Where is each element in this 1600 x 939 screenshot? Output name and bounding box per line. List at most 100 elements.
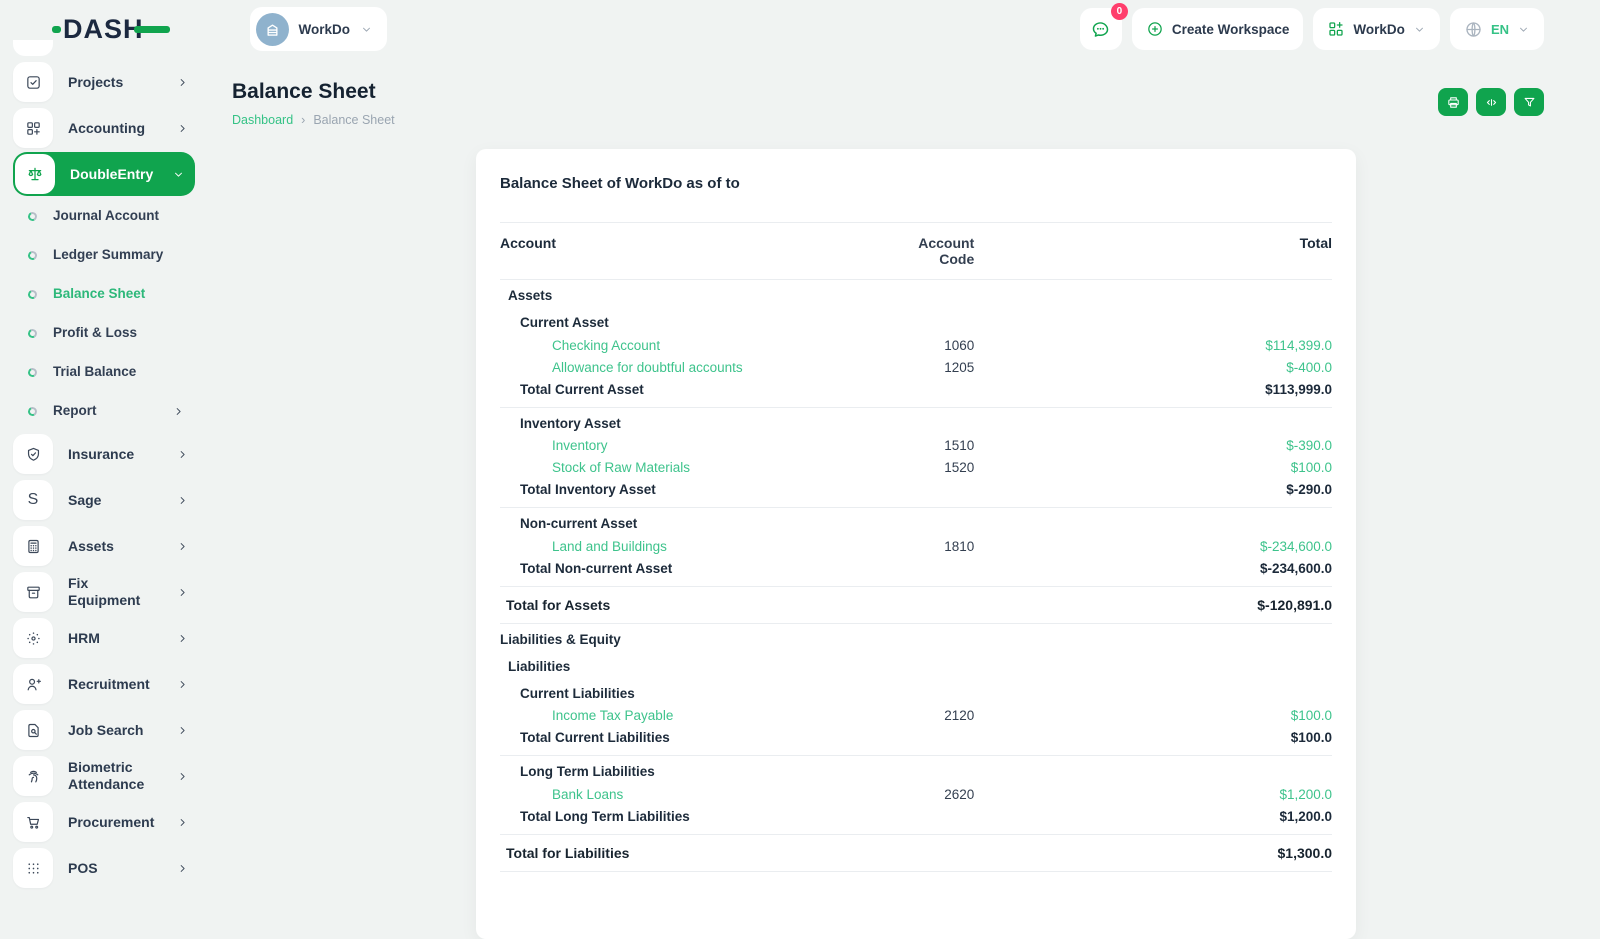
table-row: Inventory Asset	[500, 408, 1332, 435]
row-label: Liabilities	[508, 658, 571, 674]
table-row: Long Term Liabilities	[500, 756, 1332, 783]
table-row: Stock of Raw Materials 1520 $100.0	[500, 457, 1332, 479]
messages-button[interactable]: 0	[1079, 3, 1128, 50]
table-row: Total Current Liabilities $100.0	[500, 727, 1332, 756]
language-selector[interactable]: EN	[1449, 8, 1544, 50]
table-row: Total Long Term Liabilities $1,200.0	[500, 805, 1332, 835]
sidebar-item-label: DoubleEntry	[70, 165, 154, 182]
sidebar-item-fix-equipment[interactable]: Fix Equipment	[13, 572, 195, 612]
sidebar-item-ledger-summary[interactable]: Ledger Summary	[13, 239, 195, 272]
chevron-right-icon	[176, 816, 189, 829]
row-label: Total for Liabilities	[506, 844, 630, 861]
account-link[interactable]: Stock of Raw Materials	[552, 460, 691, 475]
sidebar-item-label: Accounting	[68, 119, 145, 136]
row-total: $1,300.0	[1277, 844, 1333, 861]
sidebar-item-biometric-attendance[interactable]: Biometric Attendance	[13, 756, 195, 796]
sidebar-item-procurement[interactable]: Procurement	[13, 802, 195, 842]
top-bar: DASH WorkDo 0 Create Workspace WorkDo EN	[0, 0, 1600, 58]
sidebar-item-label: Balance Sheet	[53, 286, 146, 302]
shield-check-icon	[13, 434, 53, 474]
row-label: Assets	[508, 288, 553, 303]
chevron-right-icon	[176, 770, 189, 783]
sidebar-item-accounting[interactable]: Accounting	[13, 108, 195, 148]
breadcrumb-separator: ›	[301, 113, 306, 127]
table-row: Land and Buildings 1810 $-234,600.0	[500, 535, 1332, 557]
sidebar-item-hrm[interactable]: HRM	[13, 618, 195, 658]
sidebar-item-label: Biometric Attendance	[68, 759, 145, 792]
cart-icon	[13, 802, 53, 842]
sidebar-item-label: Job Search	[68, 721, 144, 738]
sidebar-item-journal-account[interactable]: Journal Account	[13, 200, 195, 233]
doc-search-icon	[13, 710, 53, 750]
hrm-dots-icon	[13, 618, 53, 658]
sidebar-item-report[interactable]: Report	[13, 395, 195, 428]
account-link[interactable]: Income Tax Payable	[552, 708, 674, 723]
topbar-actions: 0 Create Workspace WorkDo EN	[1079, 3, 1544, 50]
account-link[interactable]: Checking Account	[552, 337, 661, 353]
sidebar-item-trial-balance[interactable]: Trial Balance	[13, 356, 195, 389]
chevron-right-icon	[172, 405, 185, 418]
account-link[interactable]: Inventory	[552, 438, 608, 453]
sidebar-item-sage[interactable]: S Sage	[13, 480, 195, 520]
fingerprint-icon	[13, 756, 53, 796]
filter-button[interactable]	[1514, 88, 1544, 116]
sidebar-item-insurance[interactable]: Insurance	[13, 434, 195, 474]
chevron-right-icon	[176, 540, 189, 553]
sidebar-item-label: Ledger Summary	[53, 247, 164, 263]
workspace-menu-button[interactable]: WorkDo	[1313, 8, 1440, 50]
account-link[interactable]: Bank Loans	[552, 786, 624, 802]
sidebar-item-recruitment[interactable]: Recruitment	[13, 664, 195, 704]
row-total: $-400.0	[1286, 359, 1332, 375]
table-row: Non-current Asset	[500, 508, 1332, 535]
table-row: Checking Account 1060 $114,399.0	[500, 334, 1332, 356]
scales-icon	[15, 154, 55, 194]
sidebar-item-balance-sheet[interactable]: Balance Sheet	[13, 278, 195, 311]
row-label: Total Inventory Asset	[520, 482, 656, 497]
account-link[interactable]: Land and Buildings	[552, 538, 667, 554]
app-logo: DASH	[52, 15, 170, 43]
table-row: Total for Assets $-120,891.0	[500, 587, 1332, 624]
row-label: Long Term Liabilities	[520, 764, 655, 779]
card-title: Balance Sheet of WorkDo as of to	[500, 175, 740, 192]
sidebar-item-label: Assets	[68, 537, 114, 554]
sidebar-item-doubleentry[interactable]: DoubleEntry	[13, 152, 195, 196]
sidebar-item-label: POS	[68, 859, 98, 876]
sidebar-item-profit-loss[interactable]: Profit & Loss	[13, 317, 195, 350]
printer-button[interactable]	[1438, 88, 1468, 116]
row-label: Current Liabilities	[520, 685, 635, 701]
table-row: Total Non-current Asset $-234,600.0	[500, 557, 1332, 587]
create-workspace-button[interactable]: Create Workspace	[1131, 8, 1304, 50]
column-header-total: Total	[1299, 235, 1332, 251]
sidebar-item-label: Sage	[68, 491, 102, 508]
donut-icon	[26, 249, 39, 262]
account-link[interactable]: Allowance for doubtful accounts	[552, 359, 743, 375]
donut-icon	[26, 405, 39, 418]
messages-badge: 0	[1110, 3, 1128, 20]
table-row: Total Inventory Asset $-290.0	[500, 479, 1332, 508]
sidebar-item-label: Projects	[68, 73, 124, 90]
column-header-account: Account	[500, 235, 556, 251]
sidebar-item-projects[interactable]: Projects	[13, 62, 195, 102]
table-body: Assets Current Asset Checking Account 1060 $…	[500, 280, 1332, 872]
table-row: Current Liabilities	[500, 678, 1332, 705]
table-row: Total Current Asset $113,999.0	[500, 378, 1332, 408]
balance-sheet-table: Account Account Code Total Assets Current…	[500, 222, 1332, 872]
printer-icon	[1446, 95, 1461, 110]
breadcrumb-current: Balance Sheet	[313, 113, 395, 127]
calculator-icon	[13, 526, 53, 566]
row-total: $100.0	[1290, 730, 1332, 745]
create-workspace-label: Create Workspace	[1171, 21, 1290, 37]
column-header-account-code: Account Code	[918, 235, 975, 267]
columns-button[interactable]	[1476, 88, 1506, 116]
workspace-switcher[interactable]: WorkDo	[249, 7, 388, 51]
breadcrumb-dashboard-link[interactable]: Dashboard	[232, 113, 294, 127]
table-row: Income Tax Payable 2120 $100.0	[500, 705, 1332, 727]
workspace-avatar	[255, 12, 289, 46]
logo-dash-icon	[52, 25, 61, 33]
chevron-right-icon	[176, 494, 189, 507]
chevron-right-icon	[176, 448, 189, 461]
sidebar-item-job-search[interactable]: Job Search	[13, 710, 195, 750]
row-total: $100.0	[1290, 708, 1332, 723]
sidebar-item-pos[interactable]: POS	[13, 848, 195, 888]
sidebar-item-assets[interactable]: Assets	[13, 526, 195, 566]
